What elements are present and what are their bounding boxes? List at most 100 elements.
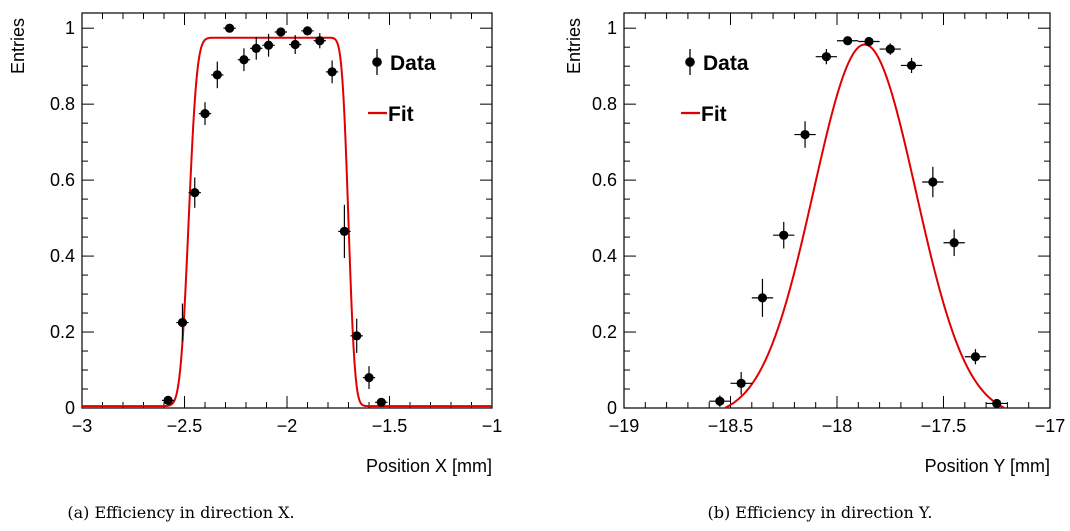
data-marker [757,293,768,303]
legend-label-data: Data [390,52,436,75]
chart-panel-x: Entries Position X [mm] (a) Efficiency i… [8,12,503,522]
data-point [301,26,314,36]
data-point [837,36,859,46]
data-marker [239,55,249,65]
data-marker [200,109,210,119]
data-point [773,221,795,249]
legend: Data Fit [368,49,436,126]
data-point [794,121,816,148]
x-tick-label: −1 [482,416,503,436]
data-point [815,49,837,65]
data-point [176,303,189,342]
data-marker [315,36,325,46]
x-tick-label: −18 [822,416,853,436]
caption: (a) Efficiency in direction X. [67,503,294,522]
data-point [274,27,287,37]
data-point [858,36,880,47]
data-marker [177,317,188,328]
legend-label-fit: Fit [388,103,414,126]
data-marker [352,331,362,341]
data-point [879,43,901,55]
data-marker [906,60,917,71]
data-point [362,366,376,390]
x-tick-label: −2.5 [167,416,203,436]
data-point [161,395,175,406]
data-marker [843,36,853,46]
x-axis-label: Position Y [mm] [925,456,1050,476]
data-marker [212,70,222,80]
data-marker [800,129,810,140]
data-marker [339,226,349,236]
y-tick-label: 0.8 [592,94,617,114]
legend: Data Fit [681,49,749,126]
data-point [237,48,251,72]
data-marker [225,23,235,33]
x-axis-label: Position X [mm] [366,456,492,476]
data-marker [779,230,789,240]
data-marker [290,39,300,50]
data-marker [992,398,1002,409]
data-point [289,35,302,55]
data-point [262,33,275,57]
y-tick-label: 0 [65,398,75,418]
data-point [198,102,212,126]
y-tick-label: 0.6 [592,170,617,190]
data-point [223,23,236,33]
data-point [922,166,944,198]
data-point [709,395,731,407]
data-point [986,398,1008,409]
data-marker [190,188,200,198]
chart-panel-y: Entries Position Y [mm] (b) Efficiency i… [564,12,1066,522]
y-axis-label: Entries [8,18,28,74]
fit-curve [724,43,1005,409]
data-marker [364,373,374,383]
x-tick-label: −2 [277,416,298,436]
y-tick-label: 1 [607,18,617,38]
data-marker [928,177,938,187]
data-point [313,33,326,49]
y-tick-label: 0 [607,398,617,418]
legend-data-marker [685,57,695,67]
x-tick-label: −17.5 [921,416,967,436]
data-point [250,36,263,60]
data-marker [302,26,313,36]
y-axis-label: Entries [564,18,584,74]
y-tick-label: 0.2 [50,322,75,342]
data-point [350,318,363,353]
data-point [325,60,339,84]
y-tick-label: 0.2 [592,322,617,342]
plot-frame [623,12,1051,409]
data-point [338,204,351,258]
data-point [188,177,201,208]
data-marker [163,395,173,406]
y-tick-label: 0.8 [50,94,75,114]
data-point [375,397,388,407]
y-tick-label: 0.4 [592,246,617,266]
data-marker [970,352,981,362]
x-tick-label: −17 [1035,416,1066,436]
legend-label-data: Data [703,52,749,75]
data-point [900,57,923,74]
data-marker [327,67,337,77]
legend-data-marker [372,57,382,67]
x-tick-label: −1.5 [372,416,408,436]
x-tick-label: −19 [609,416,640,436]
data-point [943,229,965,257]
data-marker [263,40,274,50]
data-point [211,61,224,89]
y-tick-label: 0.4 [50,246,75,266]
data-marker [821,52,831,62]
caption: (b) Efficiency in direction Y. [707,503,932,522]
data-point [751,278,774,317]
x-tick-label: −18.5 [708,416,754,436]
data-point [730,371,752,395]
fit-curve [82,36,492,408]
data-point [964,349,987,365]
x-tick-label: −3 [72,416,93,436]
data-marker [376,397,386,407]
data-marker [736,378,746,388]
data-marker [251,43,261,53]
data-marker [715,396,725,406]
y-tick-label: 1 [65,18,75,38]
y-tick-label: 0.6 [50,170,75,190]
